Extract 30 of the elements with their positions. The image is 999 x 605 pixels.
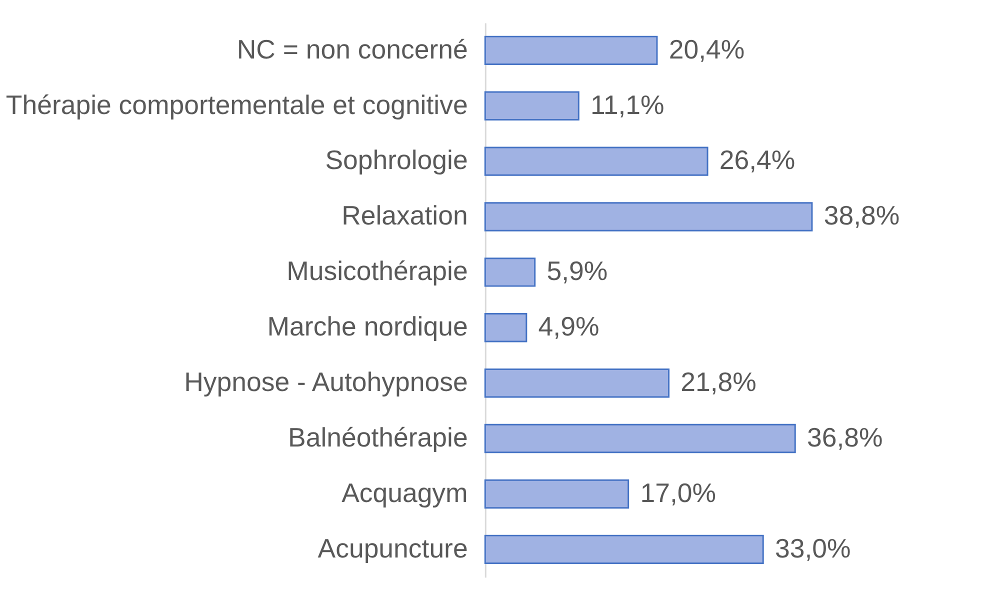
bar	[484, 479, 630, 509]
data-label: 11,1%	[590, 90, 664, 120]
data-label: 21,8%	[680, 367, 756, 398]
y-tick-label: Relaxation	[342, 200, 468, 231]
y-tick-label: Acquagym	[342, 478, 468, 508]
bar	[484, 368, 670, 398]
data-label: 4,9%	[538, 312, 600, 342]
bar	[484, 313, 528, 342]
y-tick-label: Balnéothérapie	[288, 422, 468, 452]
data-label: 33,0%	[774, 533, 851, 564]
bar	[484, 258, 536, 287]
data-label: 26,4%	[719, 145, 796, 176]
bar	[484, 91, 580, 120]
data-label: 38,8%	[824, 200, 900, 231]
bar	[484, 202, 813, 232]
y-tick-label: Hypnose - Autohypnose	[184, 367, 468, 398]
y-tick-label: Sophrologie	[325, 145, 468, 176]
bar	[484, 36, 658, 66]
y-tick-label: Acupuncture	[318, 533, 468, 564]
data-label: 17,0%	[640, 478, 716, 508]
y-tick-label: Thérapie comportementale et cognitive	[6, 90, 468, 120]
y-tick-label: Marche nordique	[267, 312, 468, 342]
bar	[484, 534, 764, 564]
y-tick-label: Musicothérapie	[286, 256, 468, 286]
data-label: 5,9%	[546, 256, 608, 286]
bar	[484, 146, 708, 176]
data-label: 20,4%	[668, 34, 745, 64]
data-label: 36,8%	[807, 422, 883, 452]
y-tick-label: NC = non concerné	[236, 34, 468, 64]
bar	[484, 424, 796, 454]
